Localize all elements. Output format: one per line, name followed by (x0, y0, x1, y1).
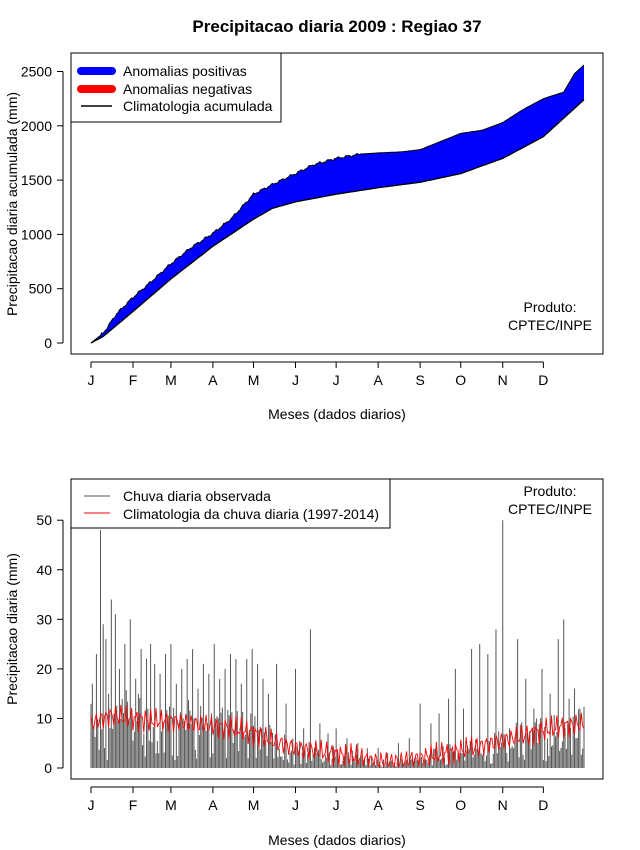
top-legend-label-negative: Anomalias negativas (123, 81, 252, 97)
top-y-tick-label: 2000 (21, 118, 52, 134)
top-y-axis-label: Precipitacao diaria acumulada (mm) (4, 92, 20, 316)
bottom-x-tick-label: D (538, 797, 548, 813)
bottom-y-axis: 0 10 20 30 40 50 (36, 512, 64, 776)
bottom-x-tick-label: F (129, 797, 138, 813)
bottom-bars-layer (90, 520, 585, 768)
top-x-tick-label: M (248, 372, 260, 388)
bottom-x-tick-label: S (415, 797, 424, 813)
bottom-x-axis-label: Meses (dados diarios) (268, 832, 406, 848)
top-y-tick-label: 2500 (21, 64, 52, 80)
top-x-tick-label: M (165, 372, 177, 388)
bottom-legend-label-observed: Chuva diaria observada (123, 488, 271, 504)
bottom-y-tick-label: 40 (36, 562, 52, 578)
top-y-tick-label: 1000 (21, 226, 52, 242)
bottom-y-tick-label: 0 (44, 760, 52, 776)
bottom-y-tick-label: 30 (36, 611, 52, 627)
top-x-tick-label: A (373, 372, 383, 388)
top-x-tick-label: J (88, 372, 95, 388)
top-x-axis-label: Meses (dados diarios) (268, 406, 406, 422)
bottom-x-tick-label: J (333, 797, 340, 813)
bottom-y-tick-label: 20 (36, 661, 52, 677)
bottom-x-tick-label: J (88, 797, 95, 813)
bottom-x-tick-label: M (248, 797, 260, 813)
top-legend-label-positive: Anomalias positivas (123, 63, 247, 79)
bottom-y-axis-label: Precipitacao diaria (mm) (4, 553, 20, 705)
positive-anomaly-area (91, 65, 584, 343)
bottom-legend-box (70, 478, 391, 529)
bottom-x-tick-label: O (455, 797, 466, 813)
top-legend-label-climatology: Climatologia acumulada (123, 98, 273, 114)
top-x-tick-label: D (538, 372, 548, 388)
bottom-x-tick-label: A (373, 797, 383, 813)
figure-title: Precipitacao diaria 2009 : Regiao 37 (192, 17, 481, 36)
bottom-legend-label-climatology: Climatologia da chuva diaria (1997-2014) (123, 506, 379, 522)
top-area-layer (90, 64, 585, 344)
top-annotation-line1: Produto: (524, 299, 577, 315)
top-legend: Anomalias positivas Anomalias negativas … (70, 52, 282, 123)
top-panel: 0 500 1000 1500 2000 2500 J F M A M J J A S O N D Precip… (4, 52, 604, 422)
bottom-legend: Chuva diaria observada Climatologia da c… (70, 478, 391, 529)
top-x-tick-label: J (333, 372, 340, 388)
bottom-x-tick-label: J (292, 797, 299, 813)
top-y-tick-label: 1500 (21, 172, 52, 188)
bottom-x-tick-label: N (498, 797, 508, 813)
top-x-tick-label: O (455, 372, 466, 388)
top-y-tick-label: 500 (29, 281, 53, 297)
top-x-tick-label: A (208, 372, 218, 388)
top-annotation-line2: CPTEC/INPE (508, 317, 592, 333)
bottom-y-tick-label: 50 (36, 512, 52, 528)
top-x-tick-label: F (129, 372, 138, 388)
top-y-axis: 0 500 1000 1500 2000 2500 (21, 64, 64, 351)
bottom-annotation-line2: CPTEC/INPE (508, 501, 592, 517)
top-y-tick-label: 0 (44, 335, 52, 351)
top-x-tick-label: J (292, 372, 299, 388)
bottom-y-tick-label: 10 (36, 710, 52, 726)
top-x-tick-label: N (498, 372, 508, 388)
bottom-annotation-line1: Produto: (524, 483, 577, 499)
top-plot-frame (70, 52, 604, 355)
climatology-cumulative-line (90, 99, 585, 344)
climatology-daily-line (90, 704, 585, 768)
bottom-x-tick-label: A (208, 797, 218, 813)
bottom-panel: 0 10 20 30 40 50 J F M A M J J A S O N D Precipitacao di… (4, 478, 604, 848)
observed-cumulative-line (90, 64, 585, 344)
bottom-x-tick-label: M (165, 797, 177, 813)
bottom-line-layer (90, 704, 585, 768)
top-x-tick-label: S (415, 372, 424, 388)
